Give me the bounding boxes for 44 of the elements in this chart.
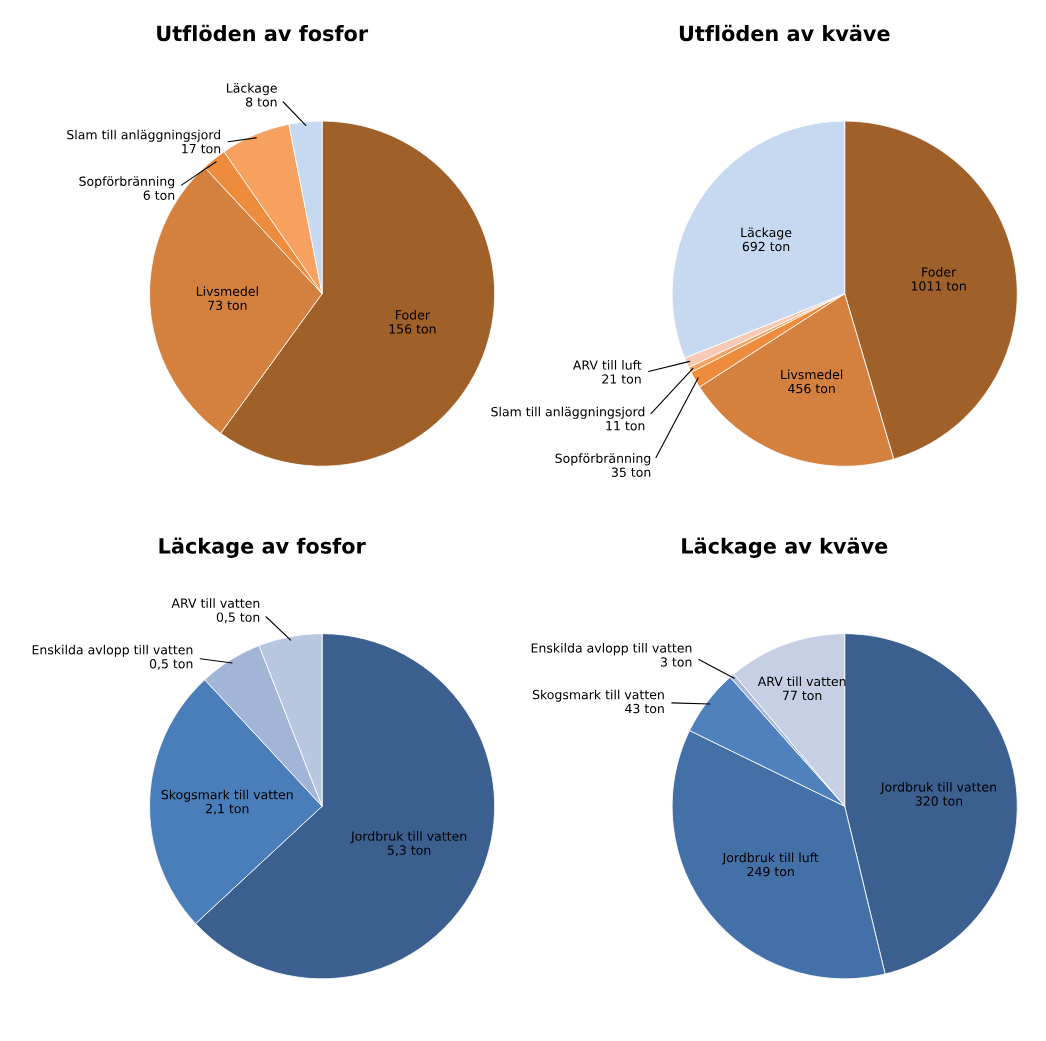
data-label: 8 ton bbox=[246, 97, 277, 107]
slice-label: Foder bbox=[396, 309, 430, 320]
data-label: 6 ton bbox=[143, 190, 175, 200]
chart-title: Läckage av kväve bbox=[682, 537, 888, 558]
slice-label: Livsmedel bbox=[781, 369, 843, 380]
slice-label: ARV till luft bbox=[572, 360, 642, 370]
data-label: 43 ton bbox=[625, 703, 664, 714]
data-label: 5,3 ton bbox=[387, 845, 431, 857]
slice-label: ARV till vatten bbox=[171, 598, 260, 608]
slice-label: Slam till anläggningsjord bbox=[67, 129, 221, 142]
slice-label: Slam till anläggningsjord bbox=[491, 406, 645, 419]
slice-label: Foder bbox=[922, 267, 957, 277]
chart-title: Utflöden av fosfor bbox=[157, 24, 369, 42]
slice-label: Enskilda avlopp till vatten bbox=[531, 643, 692, 656]
chart-title: Utflöden av kväve bbox=[679, 24, 890, 42]
slice-label: Läckage bbox=[226, 83, 277, 96]
chart-title: Läckage av fosfor bbox=[159, 537, 366, 558]
data-label: 35 ton bbox=[611, 467, 651, 477]
slice-label: Livsmedel bbox=[196, 286, 258, 297]
data-label: 73 ton bbox=[208, 300, 247, 311]
slice-label: Sopförbränning bbox=[79, 176, 175, 189]
slice-label: Jordbruk till luft bbox=[721, 852, 819, 865]
slice-label: Sopförbränning bbox=[555, 453, 651, 466]
data-label: 2,1 ton bbox=[206, 803, 249, 815]
data-label: 692 ton bbox=[742, 241, 790, 252]
slice-label: ARV till vatten bbox=[757, 676, 846, 687]
slice-label: Läckage bbox=[741, 227, 792, 240]
data-label: 11 ton bbox=[606, 421, 645, 431]
data-label: 156 ton bbox=[389, 324, 436, 334]
data-label: 1011 ton bbox=[911, 281, 966, 291]
data-label: 249 ton bbox=[747, 866, 794, 877]
slice-label: Skogsmark till vatten bbox=[161, 789, 293, 802]
slice-label: Skogsmark till vatten bbox=[532, 689, 664, 702]
data-label: 3 ton bbox=[660, 657, 692, 667]
data-label: 320 ton bbox=[915, 796, 963, 806]
slice-label: Jordbruk till vatten bbox=[880, 782, 996, 795]
data-label: 456 ton bbox=[788, 383, 835, 394]
data-label: 77 ton bbox=[782, 690, 822, 701]
data-label: 17 ton bbox=[182, 144, 221, 154]
data-label: 0,5 ton bbox=[149, 658, 193, 670]
slice-label: Jordbruk till vatten bbox=[350, 831, 467, 844]
data-label: 21 ton bbox=[602, 374, 641, 384]
slice-label: Enskilda avlopp till vatten bbox=[32, 644, 193, 657]
data-label: 0,5 ton bbox=[216, 612, 260, 624]
